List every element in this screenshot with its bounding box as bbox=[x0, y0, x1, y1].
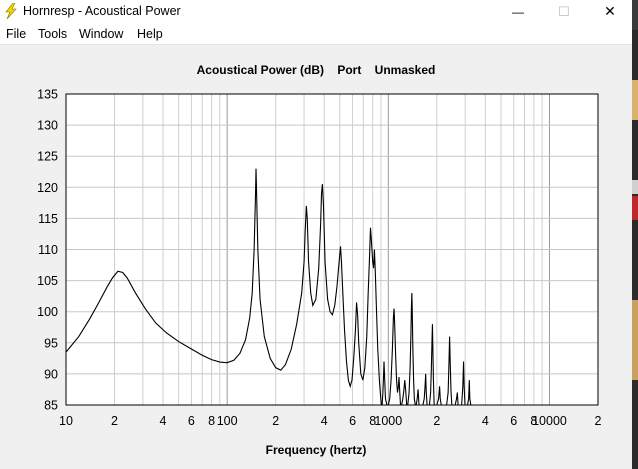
maximize-button[interactable]: ☐ bbox=[541, 0, 587, 23]
plot-frame bbox=[65, 93, 599, 406]
x-tick-label: 4 bbox=[160, 414, 167, 428]
menu-file[interactable]: File bbox=[6, 27, 27, 41]
x-tick-label: 2 bbox=[433, 414, 440, 428]
y-tick-label: 90 bbox=[44, 367, 58, 381]
title-bar: Hornresp - Acoustical Power — ☐ ✕ bbox=[0, 0, 632, 23]
close-button[interactable]: ✕ bbox=[587, 0, 633, 23]
chart-title: Acoustical Power (dB) Port Unmasked bbox=[196, 63, 436, 77]
x-tick-label: 8 bbox=[369, 414, 376, 428]
y-tick-label: 85 bbox=[44, 399, 58, 413]
y-tick-label: 120 bbox=[37, 181, 58, 195]
y-tick-labels: 85 90 95 100 105 110 115 120 125 130 135 bbox=[37, 88, 58, 413]
x-tick-label: 2 bbox=[595, 414, 602, 428]
y-tick-label: 100 bbox=[37, 305, 58, 319]
menu-help[interactable]: Help bbox=[137, 27, 163, 41]
x-tick-label: 8 bbox=[208, 414, 215, 428]
y-tick-label: 115 bbox=[38, 212, 58, 226]
window-title: Hornresp - Acoustical Power bbox=[23, 4, 181, 18]
grid bbox=[66, 94, 598, 405]
lightning-bolt-icon bbox=[5, 3, 17, 19]
x-axis-label: Frequency (hertz) bbox=[265, 443, 367, 457]
y-tick-label: 110 bbox=[38, 243, 58, 257]
x-tick-label: 4 bbox=[482, 414, 489, 428]
y-tick-label: 125 bbox=[37, 150, 58, 164]
x-tick-label: 2 bbox=[111, 414, 118, 428]
background-window-edge bbox=[632, 0, 638, 469]
x-tick-label: 8 bbox=[530, 414, 537, 428]
x-tick-label: 10 bbox=[59, 414, 73, 428]
y-tick-label: 105 bbox=[37, 274, 58, 288]
x-tick-label: 2 bbox=[272, 414, 279, 428]
x-tick-label: 10000 bbox=[532, 414, 567, 428]
y-tick-label: 135 bbox=[37, 88, 58, 102]
minimize-button[interactable]: — bbox=[495, 0, 541, 23]
maximize-icon: ☐ bbox=[558, 3, 570, 19]
menu-window[interactable]: Window bbox=[79, 27, 124, 41]
y-tick-label: 95 bbox=[44, 336, 58, 350]
x-tick-label: 6 bbox=[188, 414, 195, 428]
menu-bar: File Tools Window Help bbox=[0, 23, 632, 45]
x-tick-label: 4 bbox=[321, 414, 328, 428]
x-tick-label: 100 bbox=[217, 414, 238, 428]
y-tick-label: 130 bbox=[37, 119, 58, 133]
x-tick-label: 1000 bbox=[374, 414, 402, 428]
menu-tools[interactable]: Tools bbox=[38, 27, 68, 41]
x-tick-label: 6 bbox=[349, 414, 356, 428]
minimize-icon: — bbox=[512, 4, 524, 19]
close-icon: ✕ bbox=[604, 3, 616, 19]
series-line bbox=[65, 168, 472, 406]
x-tick-label: 6 bbox=[510, 414, 517, 428]
